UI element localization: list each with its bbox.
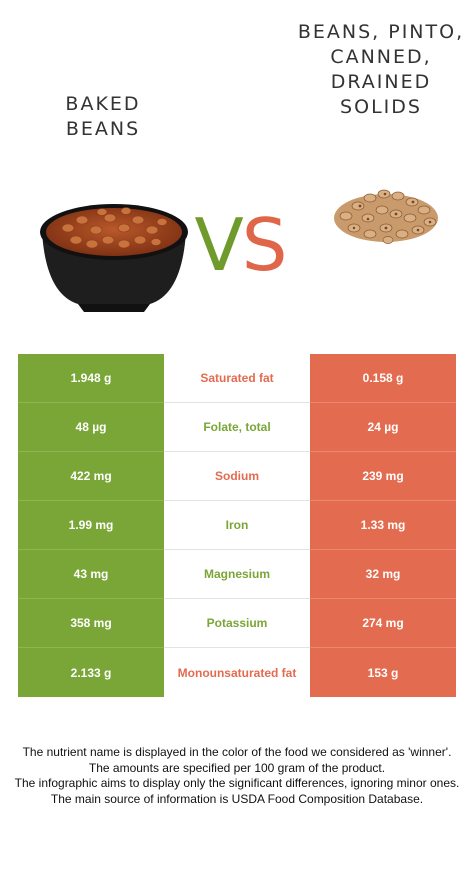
nutrient-name: Potassium bbox=[164, 599, 310, 648]
baked-beans-image bbox=[40, 204, 188, 312]
nutrient-name: Folate, total bbox=[164, 403, 310, 452]
left-value: 2.133 g bbox=[18, 648, 164, 697]
left-value: 43 mg bbox=[18, 550, 164, 599]
nutrient-name: Saturated fat bbox=[164, 354, 310, 403]
food-right-title: BEANS, PINTO, CANNED, DRAINED SOLIDS bbox=[297, 21, 465, 118]
nutrient-name: Monounsaturated fat bbox=[164, 648, 310, 697]
right-value: 1.33 mg bbox=[310, 501, 456, 550]
footnote-line: The amounts are specified per 100 gram o… bbox=[88, 760, 386, 775]
table-row: 1.948 g Saturated fat 0.158 g bbox=[18, 354, 456, 403]
left-value: 422 mg bbox=[18, 452, 164, 501]
vs-v: V bbox=[194, 203, 244, 287]
right-value: 32 mg bbox=[310, 550, 456, 599]
vs-label: VS bbox=[190, 205, 290, 285]
footnote: The nutrient name is displayed in the co… bbox=[14, 745, 460, 807]
footnote-line: The main source of information is USDA F… bbox=[50, 791, 424, 806]
table-row: 48 µg Folate, total 24 µg bbox=[18, 403, 456, 452]
table-row: 1.99 mg Iron 1.33 mg bbox=[18, 501, 456, 550]
table-row: 43 mg Magnesium 32 mg bbox=[18, 550, 456, 599]
table-row: 2.133 g Monounsaturated fat 153 g bbox=[18, 648, 456, 697]
nutrient-name: Sodium bbox=[164, 452, 310, 501]
left-value: 358 mg bbox=[18, 599, 164, 648]
table-row: 358 mg Potassium 274 mg bbox=[18, 599, 456, 648]
right-value: 24 µg bbox=[310, 403, 456, 452]
left-value: 48 µg bbox=[18, 403, 164, 452]
footnote-line: The infographic aims to display only the… bbox=[14, 776, 460, 790]
nutrient-name: Magnesium bbox=[164, 550, 310, 599]
pinto-beans-image bbox=[334, 189, 438, 244]
footnote-line: The nutrient name is displayed in the co… bbox=[22, 745, 452, 759]
right-value: 274 mg bbox=[310, 599, 456, 648]
table-row: 422 mg Sodium 239 mg bbox=[18, 452, 456, 501]
right-value: 0.158 g bbox=[310, 354, 456, 403]
right-value: 153 g bbox=[310, 648, 456, 697]
right-value: 239 mg bbox=[310, 452, 456, 501]
left-value: 1.99 mg bbox=[18, 501, 164, 550]
food-left-title: BAKED BEANS bbox=[65, 93, 141, 140]
vs-s: S bbox=[241, 203, 288, 287]
left-value: 1.948 g bbox=[18, 354, 164, 403]
nutrient-name: Iron bbox=[164, 501, 310, 550]
comparison-table: 1.948 g Saturated fat 0.158 g 48 µg Folate, … bbox=[18, 354, 456, 697]
